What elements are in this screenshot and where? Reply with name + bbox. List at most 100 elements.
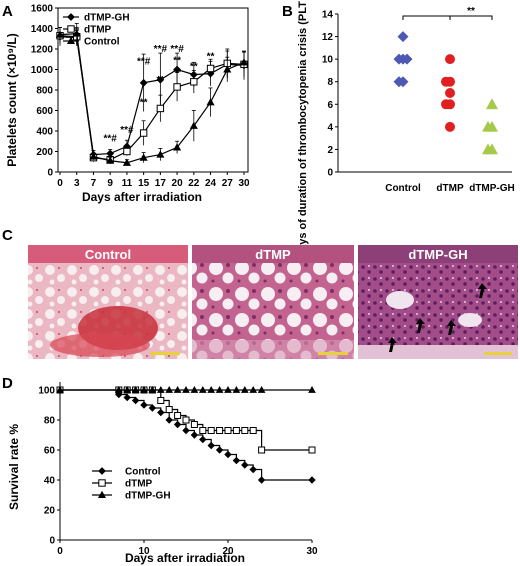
significance-mark: **# — [170, 44, 184, 55]
legend-marker — [97, 490, 107, 499]
data-point — [482, 120, 494, 132]
data-point — [106, 156, 115, 164]
data-point — [55, 30, 65, 38]
significance-mark: ** — [173, 55, 181, 66]
panel-letter-d: D — [2, 375, 13, 392]
data-point — [224, 427, 232, 434]
data-point — [441, 99, 451, 110]
data-point — [198, 385, 207, 393]
platelet-count-chart: Platelets count (×10⁹/L) Days after irra… — [5, 4, 250, 205]
data-point — [190, 385, 199, 393]
data-point — [156, 385, 165, 393]
data-point — [308, 446, 316, 454]
data-point — [257, 385, 266, 393]
data-point — [397, 31, 409, 43]
data-point — [156, 75, 165, 84]
data-point — [441, 76, 451, 87]
significance-mark: **# — [154, 44, 168, 55]
y-tick-label: 12 — [322, 32, 334, 43]
panel-a-annotations: **#**#**#**# **#************ — [104, 44, 215, 144]
significance-mark: ** — [467, 6, 475, 17]
data-point — [131, 396, 140, 405]
data-point — [123, 147, 131, 156]
data-point — [190, 431, 199, 439]
x-tick-label: 30 — [306, 546, 318, 557]
significance-mark: ** — [173, 68, 181, 79]
y-tick-label: 100 — [38, 386, 55, 397]
arrow-icon — [447, 320, 456, 335]
data-point — [148, 385, 157, 393]
data-point — [241, 461, 249, 469]
data-point — [131, 385, 140, 393]
data-point — [140, 385, 148, 393]
data-point — [393, 53, 405, 65]
data-point — [215, 446, 224, 454]
x-tick-label: 7 — [91, 178, 97, 189]
data-point — [157, 397, 165, 404]
data-point — [486, 98, 498, 110]
panel-b-axes: 0 2 4 6 8 10 12 14 Control dTMP dTMP-GH — [322, 10, 515, 195]
x-tick-label: 0 — [57, 546, 63, 557]
data-point — [165, 406, 173, 413]
data-point — [199, 435, 207, 444]
data-point — [139, 129, 148, 137]
legend-label: Control — [84, 37, 120, 48]
significance-bracket — [402, 15, 493, 20]
data-point — [232, 427, 240, 434]
x-tick-label: 20 — [222, 546, 234, 557]
y-tick-label: 1600 — [31, 4, 54, 15]
panel-b-points — [393, 31, 498, 155]
panel-b-significance: ** — [402, 6, 493, 20]
x-tick-label: 11 — [122, 178, 133, 189]
survival-rate-chart: Survival rate % Days after irradiation 0… — [7, 382, 318, 565]
legend-label: Control — [125, 467, 161, 478]
x-tick-label: 10 — [138, 546, 150, 557]
survival-curve-Control — [60, 389, 312, 481]
data-point — [156, 150, 165, 158]
panel-d-axes: 0 20 40 60 80 100 0 10 20 30 — [38, 382, 318, 557]
x-tick-label: 9 — [107, 178, 113, 189]
data-point — [224, 450, 232, 459]
data-point — [239, 58, 249, 66]
y-tick-label: 60 — [44, 446, 56, 457]
data-point — [123, 393, 131, 402]
data-point — [445, 54, 455, 65]
significance-mark: ** — [156, 75, 164, 86]
data-point — [190, 421, 198, 428]
series-line-dTMP-GH — [59, 36, 245, 156]
y-tick-label: 80 — [44, 416, 56, 427]
data-point — [232, 385, 241, 393]
x-tick-label: 30 — [238, 178, 250, 189]
data-point — [308, 476, 316, 484]
panel-a-series — [55, 22, 249, 166]
data-point — [173, 143, 182, 151]
legend-marker — [66, 36, 76, 45]
data-point — [249, 465, 257, 474]
category-label: dTMP — [436, 183, 464, 194]
y-tick-label: 1000 — [31, 65, 54, 76]
histology-dtmp-gh-label: dTMP-GH — [408, 247, 467, 262]
data-point — [232, 456, 241, 465]
x-tick-label: 3 — [74, 178, 80, 189]
significance-mark: ** — [190, 62, 198, 73]
legend-label: dTMP-GH — [125, 491, 171, 502]
data-point — [72, 29, 81, 37]
legend-label: dTMP-GH — [84, 13, 130, 24]
panel-b-y-title: Days of duration of thrombocytopenia cri… — [297, 0, 309, 259]
histology-panel: Control dTMP dTMP-GH — [28, 245, 518, 359]
significance-mark: ** — [207, 51, 215, 62]
data-point — [207, 441, 215, 450]
y-tick-label: 1200 — [31, 45, 54, 56]
panel-d-x-title: Days after irradiation — [125, 551, 245, 565]
significance-mark: **# — [137, 56, 151, 67]
y-tick-label: 20 — [44, 506, 56, 517]
data-point — [249, 427, 257, 434]
panel-a-y-title: Platelets count (×10⁹/L) — [5, 33, 19, 166]
series-line-Control — [59, 32, 245, 164]
y-tick-label: 1400 — [31, 24, 54, 35]
panel-letter-a: A — [2, 3, 13, 20]
panel-letter-b: B — [282, 3, 293, 20]
legend-marker — [98, 479, 106, 487]
